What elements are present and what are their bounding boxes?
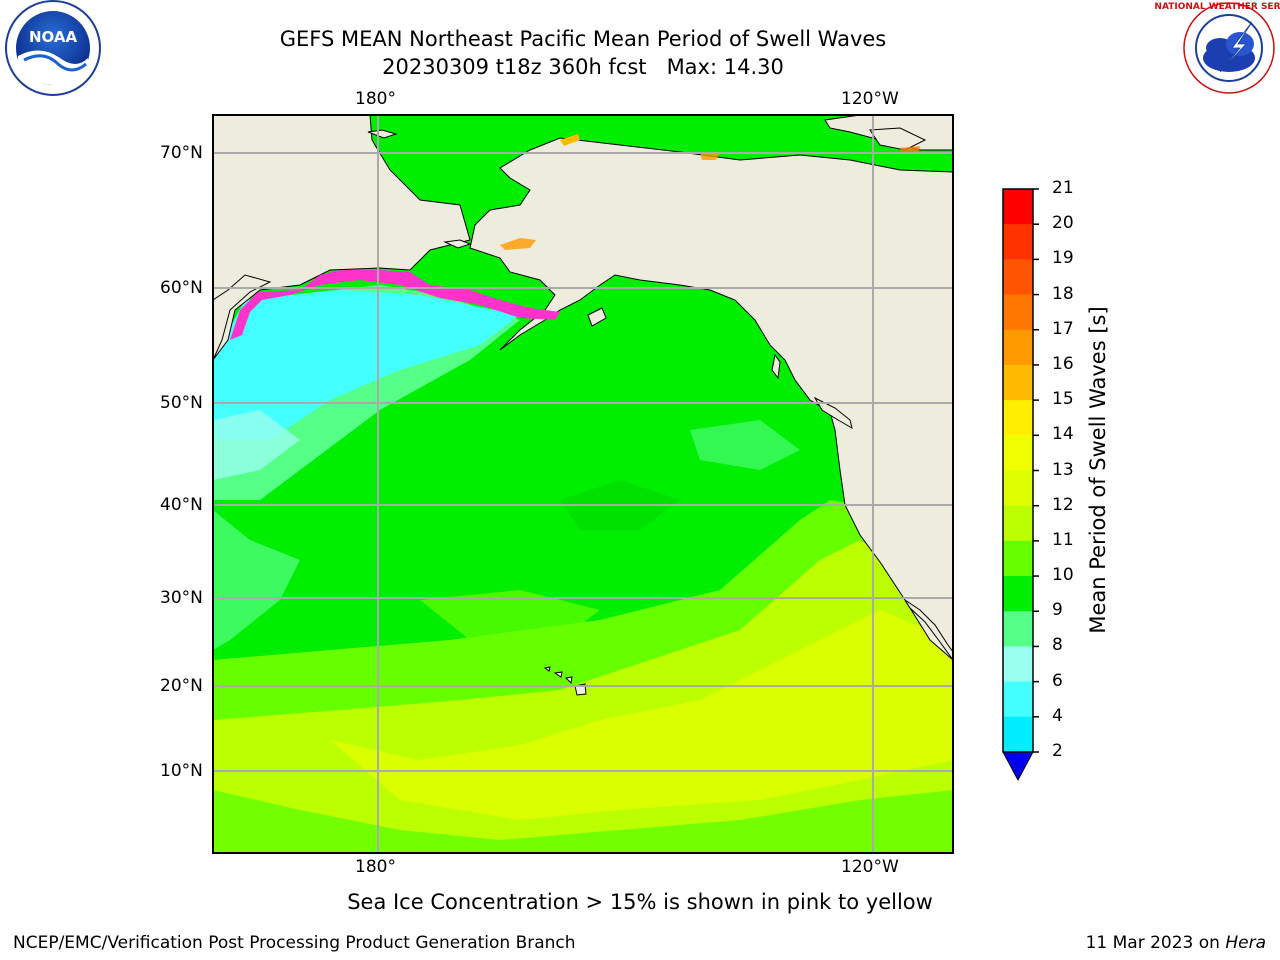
colorbar-bin bbox=[1003, 259, 1033, 296]
colorbar-bin bbox=[1003, 435, 1033, 471]
sea-ice-note: Sea Ice Concentration > 15% is shown in … bbox=[347, 890, 933, 914]
colorbar-tick-label: 15 bbox=[1052, 389, 1074, 410]
colorbar-bin bbox=[1003, 681, 1033, 718]
colorbar-bin bbox=[1003, 505, 1033, 542]
lat-label-50n: 50°N bbox=[160, 393, 203, 413]
colorbar-tick-label: 12 bbox=[1052, 494, 1074, 515]
colorbar-tick-label: 2 bbox=[1052, 741, 1063, 761]
colorbar-bin bbox=[1003, 364, 1033, 401]
map-frame bbox=[212, 114, 954, 854]
nws-logo-text: NATIONAL WEATHER SERVICE bbox=[1154, 2, 1280, 12]
colorbar-bin bbox=[1003, 576, 1033, 612]
colorbar-bin bbox=[1003, 224, 1033, 260]
colorbar-bin bbox=[1003, 611, 1033, 647]
lat-label-60n: 60°N bbox=[160, 278, 203, 298]
map-area bbox=[213, 115, 953, 853]
noaa-logo-text: NOAA bbox=[29, 28, 78, 46]
colorbar-tick-label: 11 bbox=[1052, 529, 1074, 550]
lat-label-20n: 20°N bbox=[160, 676, 203, 696]
lat-label-70n: 70°N bbox=[160, 143, 203, 163]
colorbar-extend-triangle bbox=[1002, 751, 1034, 782]
lat-label-40n: 40°N bbox=[160, 495, 203, 515]
colorbar-label: Mean Period of Swell Waves [s] bbox=[1086, 306, 1110, 634]
colorbar-tick-label: 17 bbox=[1052, 318, 1074, 339]
nws-logo: NATIONAL WEATHER SERVICE bbox=[1154, 2, 1280, 94]
colorbar-tick-label: 13 bbox=[1052, 459, 1074, 480]
bottom-lon-label-180: 180° bbox=[355, 857, 396, 877]
colorbar-tick-label: 8 bbox=[1052, 635, 1063, 656]
colorbar-tick-label: 20 bbox=[1052, 213, 1074, 234]
colorbar-tick-label: 4 bbox=[1052, 705, 1063, 726]
colorbar-bin bbox=[1003, 470, 1033, 507]
footer-host: Hera bbox=[1225, 933, 1266, 953]
footer-left: NCEP/EMC/Verification Post Processing Pr… bbox=[13, 933, 576, 953]
colorbar-tick-label: 18 bbox=[1052, 283, 1074, 304]
colorbar-tick-label: 16 bbox=[1052, 353, 1074, 374]
colorbar-bin bbox=[1003, 540, 1033, 577]
footer-date: 11 Mar 2023 on bbox=[1085, 933, 1226, 953]
colorbar bbox=[1002, 188, 1039, 782]
colorbar-bin bbox=[1003, 329, 1033, 366]
colorbar-bin bbox=[1003, 646, 1033, 683]
colorbar-tick-label: 6 bbox=[1052, 670, 1063, 691]
lat-label-30n: 30°N bbox=[160, 588, 203, 608]
top-lon-label-120w: 120°W bbox=[841, 89, 899, 109]
lat-label-10n: 10°N bbox=[160, 761, 203, 781]
chart-title-line2: 20230309 t18z 360h fcst Max: 14.30 bbox=[382, 55, 784, 79]
top-lon-label-180: 180° bbox=[355, 89, 396, 109]
colorbar-bin bbox=[1003, 294, 1033, 331]
colorbar-tick-label: 21 bbox=[1052, 178, 1074, 198]
colorbar-bin bbox=[1003, 400, 1033, 436]
footer-right: 11 Mar 2023 on Hera bbox=[1086, 933, 1266, 953]
graticule bbox=[213, 115, 953, 853]
noaa-logo: NOAA bbox=[5, 0, 101, 96]
colorbar-tick-label: 14 bbox=[1052, 424, 1074, 445]
colorbar-tick-label: 19 bbox=[1052, 248, 1074, 269]
colorbar-bin bbox=[1003, 189, 1033, 225]
chart-title-line1: GEFS MEAN Northeast Pacific Mean Period … bbox=[279, 27, 887, 51]
colorbar-tick-label: 9 bbox=[1052, 600, 1063, 621]
colorbar-tick-label: 10 bbox=[1052, 565, 1074, 586]
colorbar-bin bbox=[1003, 716, 1033, 753]
bottom-lon-label-120w: 120°W bbox=[841, 857, 899, 877]
